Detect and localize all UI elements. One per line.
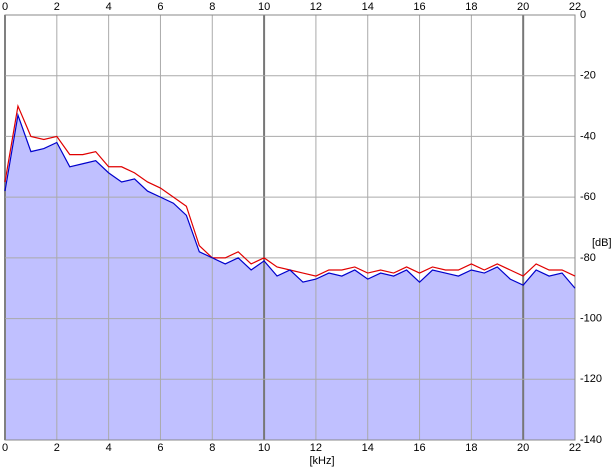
- x-tick-label: 6: [157, 442, 163, 454]
- x-tick-label: 12: [310, 1, 322, 13]
- y-tick-label: -120: [580, 373, 602, 385]
- x-tick-label: 14: [362, 442, 374, 454]
- x-tick-label: 18: [465, 1, 477, 13]
- x-tick-label: 2: [54, 1, 60, 13]
- x-tick-label: 12: [310, 442, 322, 454]
- x-tick-label: 16: [413, 442, 425, 454]
- x-tick-label: 22: [569, 442, 581, 454]
- x-tick-label: 22: [569, 1, 581, 13]
- y-tick-label: -40: [580, 130, 596, 142]
- x-axis-label: [kHz]: [309, 455, 334, 467]
- x-tick-label: 0: [2, 442, 8, 454]
- y-tick-label: -140: [580, 434, 602, 446]
- x-tick-label: 10: [258, 442, 270, 454]
- x-tick-label: 10: [258, 1, 270, 13]
- x-tick-label: 20: [517, 1, 529, 13]
- area-fill: [5, 115, 575, 440]
- plot-frame: [4, 14, 576, 441]
- y-tick-label: -60: [580, 191, 596, 203]
- x-tick-label: 4: [106, 442, 112, 454]
- y-tick-label: -100: [580, 312, 602, 324]
- x-tick-label: 16: [413, 1, 425, 13]
- x-tick-label: 8: [209, 1, 215, 13]
- x-tick-label: 20: [517, 442, 529, 454]
- y-tick-label: 0: [580, 9, 586, 21]
- y-axis-label: [dB]: [592, 237, 612, 249]
- x-tick-label: 6: [157, 1, 163, 13]
- x-tick-label: 18: [465, 442, 477, 454]
- spectrum-line: [4, 112, 576, 289]
- x-tick-label: 14: [362, 1, 374, 13]
- x-tick-label: 4: [106, 1, 112, 13]
- y-tick-label: -20: [580, 70, 596, 82]
- x-tick-label: 8: [209, 442, 215, 454]
- y-tick-label: -80: [580, 252, 596, 264]
- x-tick-label: 0: [2, 1, 8, 13]
- x-tick-label: 2: [54, 442, 60, 454]
